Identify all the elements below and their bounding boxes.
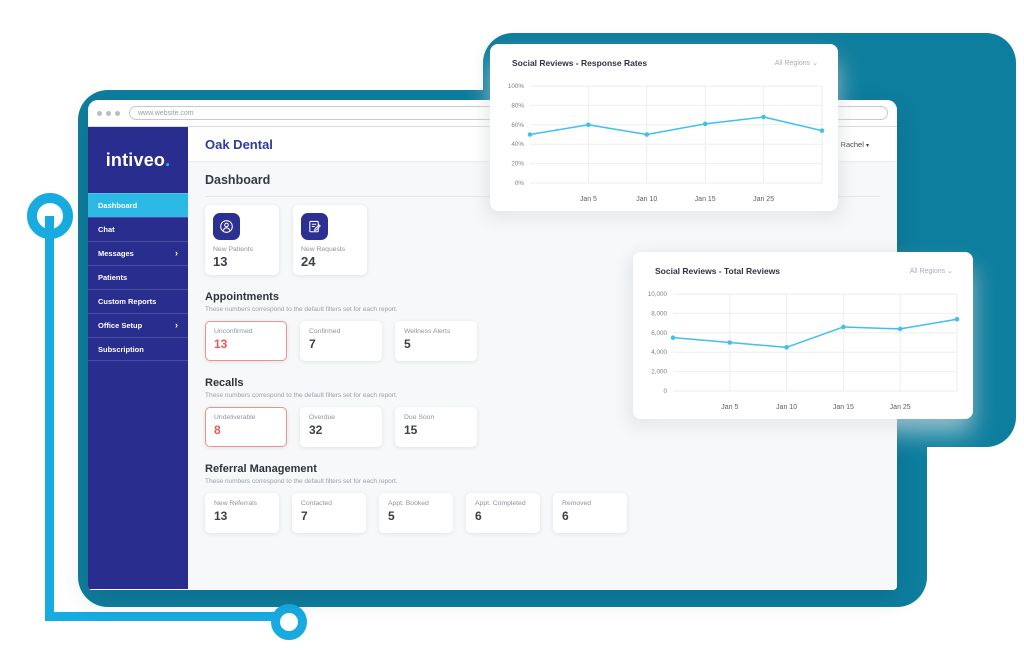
- intiveo-logo: intiveo.: [105, 149, 171, 170]
- chart-card-total-reviews: Social Reviews - Total Reviews All Regio…: [633, 252, 973, 419]
- sidebar-item-custom-reports[interactable]: Custom Reports: [88, 289, 188, 313]
- svg-text:0: 0: [663, 388, 667, 395]
- stat-card-undeliverable[interactable]: Undeliverable 8: [205, 407, 287, 447]
- stat-card-appt-completed[interactable]: Appt. Completed 6: [466, 493, 540, 533]
- region-filter-dropdown[interactable]: All Regions ⌄: [909, 268, 953, 275]
- sidebar-item-messages[interactable]: Messages ›: [88, 241, 188, 265]
- section-subtitle: These numbers correspond to the default …: [205, 478, 398, 485]
- sidebar-item-dashboard[interactable]: Dashboard: [88, 193, 188, 217]
- chevron-down-icon: ⌄: [812, 60, 818, 67]
- sidebar: intiveo. Dashboard Chat Messages › Patie…: [88, 127, 188, 589]
- section-title-appointments: Appointments: [205, 291, 279, 303]
- svg-text:60%: 60%: [511, 122, 524, 129]
- dashboard-content: Dashboard New Patients 13: [188, 162, 897, 589]
- svg-text:40%: 40%: [511, 141, 524, 148]
- sidebar-item-patients[interactable]: Patients: [88, 265, 188, 289]
- section-subtitle: These numbers correspond to the default …: [205, 306, 398, 313]
- decorative-circle-bottom: [271, 604, 307, 640]
- stat-card-contacted[interactable]: Contacted 7: [292, 493, 366, 533]
- window-control-dot[interactable]: [106, 110, 111, 116]
- window-controls[interactable]: [97, 110, 120, 116]
- sidebar-item-chat[interactable]: Chat: [88, 217, 188, 241]
- svg-text:100%: 100%: [508, 83, 525, 90]
- sidebar-item-office-setup[interactable]: Office Setup ›: [88, 313, 188, 337]
- chevron-down-icon: ⌄: [947, 268, 953, 275]
- svg-text:Jan 10: Jan 10: [776, 404, 797, 411]
- logo-dot: .: [165, 149, 171, 170]
- line-chart-response-rates: 100% 80% 60% 40% 20% 0% Jan 5 Jan 10 Jan 15 Jan 2…: [490, 76, 838, 211]
- svg-text:Jan 15: Jan 15: [833, 404, 854, 411]
- stat-card-confirmed[interactable]: Confirmed 7: [300, 321, 382, 361]
- chart-title: Social Reviews - Response Rates: [512, 58, 648, 68]
- window-control-dot[interactable]: [97, 110, 102, 116]
- stat-card-overdue[interactable]: Overdue 32: [300, 407, 382, 447]
- decorative-line-vertical: [45, 216, 54, 618]
- stat-card-wellness-alerts[interactable]: Wellness Alerts 5: [395, 321, 477, 361]
- svg-text:Jan 5: Jan 5: [721, 404, 738, 411]
- caret-down-icon: ▾: [865, 142, 869, 149]
- section-title-recalls: Recalls: [205, 377, 244, 389]
- chevron-right-icon: ›: [175, 320, 178, 330]
- sidebar-item-subscription[interactable]: Subscription: [88, 337, 188, 361]
- new-patient-icon: [213, 213, 240, 240]
- svg-text:Jan 5: Jan 5: [580, 196, 597, 203]
- practice-name: Oak Dental: [205, 136, 273, 152]
- new-request-icon: [301, 213, 328, 240]
- chart-card-response-rates: Social Reviews - Response Rates All Regi…: [490, 44, 838, 211]
- svg-text:8,000: 8,000: [651, 310, 667, 317]
- decorative-line-horizontal: [45, 612, 285, 621]
- svg-text:Jan 15: Jan 15: [695, 196, 716, 203]
- stat-card-unconfirmed[interactable]: Unconfirmed 13: [205, 321, 287, 361]
- svg-text:0%: 0%: [515, 180, 525, 187]
- svg-text:80%: 80%: [511, 102, 524, 109]
- stat-card-appt-booked[interactable]: Appt. Booked 5: [379, 493, 453, 533]
- svg-text:6,000: 6,000: [651, 330, 667, 337]
- chart-title: Social Reviews - Total Reviews: [655, 266, 781, 276]
- line-chart-total-reviews: 10,000 8,000 6,000 4,000 2,000 0 Jan 5 Jan 10 Ja…: [633, 284, 973, 419]
- metric-card-new-patients[interactable]: New Patients 13: [205, 205, 279, 275]
- page-title: Dashboard: [205, 173, 271, 187]
- section-title-referral-management: Referral Management: [205, 463, 317, 475]
- metric-card-new-requests[interactable]: New Requests 24: [293, 205, 367, 275]
- stat-card-removed[interactable]: Removed 6: [553, 493, 627, 533]
- svg-text:4,000: 4,000: [651, 349, 667, 356]
- stat-card-new-referrals[interactable]: New Referrals 13: [205, 493, 279, 533]
- stat-card-due-soon[interactable]: Due Soon 15: [395, 407, 477, 447]
- url-text: www.website.com: [138, 109, 194, 117]
- svg-text:Jan 25: Jan 25: [890, 404, 911, 411]
- svg-text:20%: 20%: [511, 161, 524, 168]
- svg-text:10,000: 10,000: [648, 291, 668, 298]
- section-subtitle: These numbers correspond to the default …: [205, 392, 398, 399]
- svg-text:Jan 10: Jan 10: [636, 196, 657, 203]
- svg-text:2,000: 2,000: [651, 369, 667, 376]
- svg-text:Jan 25: Jan 25: [753, 196, 774, 203]
- region-filter-dropdown[interactable]: All Regions ⌄: [774, 60, 818, 67]
- window-control-dot[interactable]: [115, 110, 120, 116]
- chevron-right-icon: ›: [175, 248, 178, 258]
